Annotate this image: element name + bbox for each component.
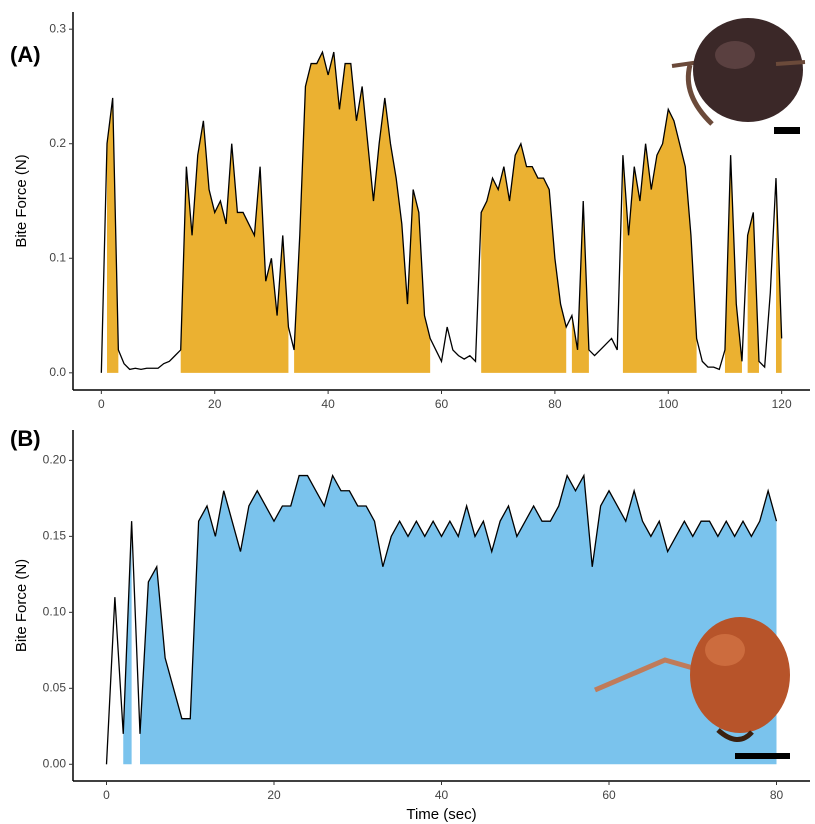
shaded-area [107,97,119,373]
x-tick-label: 120 [772,397,792,411]
x-tick-label: 0 [103,788,110,802]
shaded-area [140,475,777,765]
y-axis-label: Bite Force (N) [13,154,30,247]
ant-image-a [671,18,806,134]
x-tick-label: 20 [267,788,281,802]
y-tick-label: 0.3 [49,21,66,35]
panel-label: (A) [10,42,41,67]
x-tick-label: 40 [321,397,335,411]
shaded-area [294,52,431,373]
panel-label: (B) [10,426,41,451]
x-tick-label: 80 [548,397,562,411]
shaded-area [180,120,289,373]
y-tick-label: 0.10 [43,605,67,619]
x-tick-label: 60 [435,397,449,411]
y-tick-label: 0.05 [43,680,67,694]
force-line [100,50,783,373]
plots: 0.0 0.1 0.2 0.3 0 20 40 60 80 100 120 (A) Bite Force… [10,12,810,823]
force-line [105,473,778,765]
y-axis-label: Bite Force (N) [13,559,30,652]
x-axis-label: Time (sec) [406,806,476,823]
shaded-area [747,212,759,373]
x-tick-label: 80 [770,788,784,802]
y-tick-label: 0.2 [49,136,66,150]
x-tick-label: 40 [435,788,449,802]
x-tick-label: 60 [602,788,616,802]
shaded-area [622,109,697,373]
x-tick-label: 100 [658,397,678,411]
x-tick-label: 20 [208,397,222,411]
y-tick-label: 0.15 [43,529,67,543]
y-tick-label: 0.0 [49,365,66,379]
y-tick-label: 0.00 [43,756,67,770]
y-tick-label: 0.20 [43,453,67,467]
shaded-area [481,143,567,373]
x-tick-label: 0 [98,397,105,411]
ant-image-b [594,617,790,759]
y-tick-label: 0.1 [49,250,66,264]
